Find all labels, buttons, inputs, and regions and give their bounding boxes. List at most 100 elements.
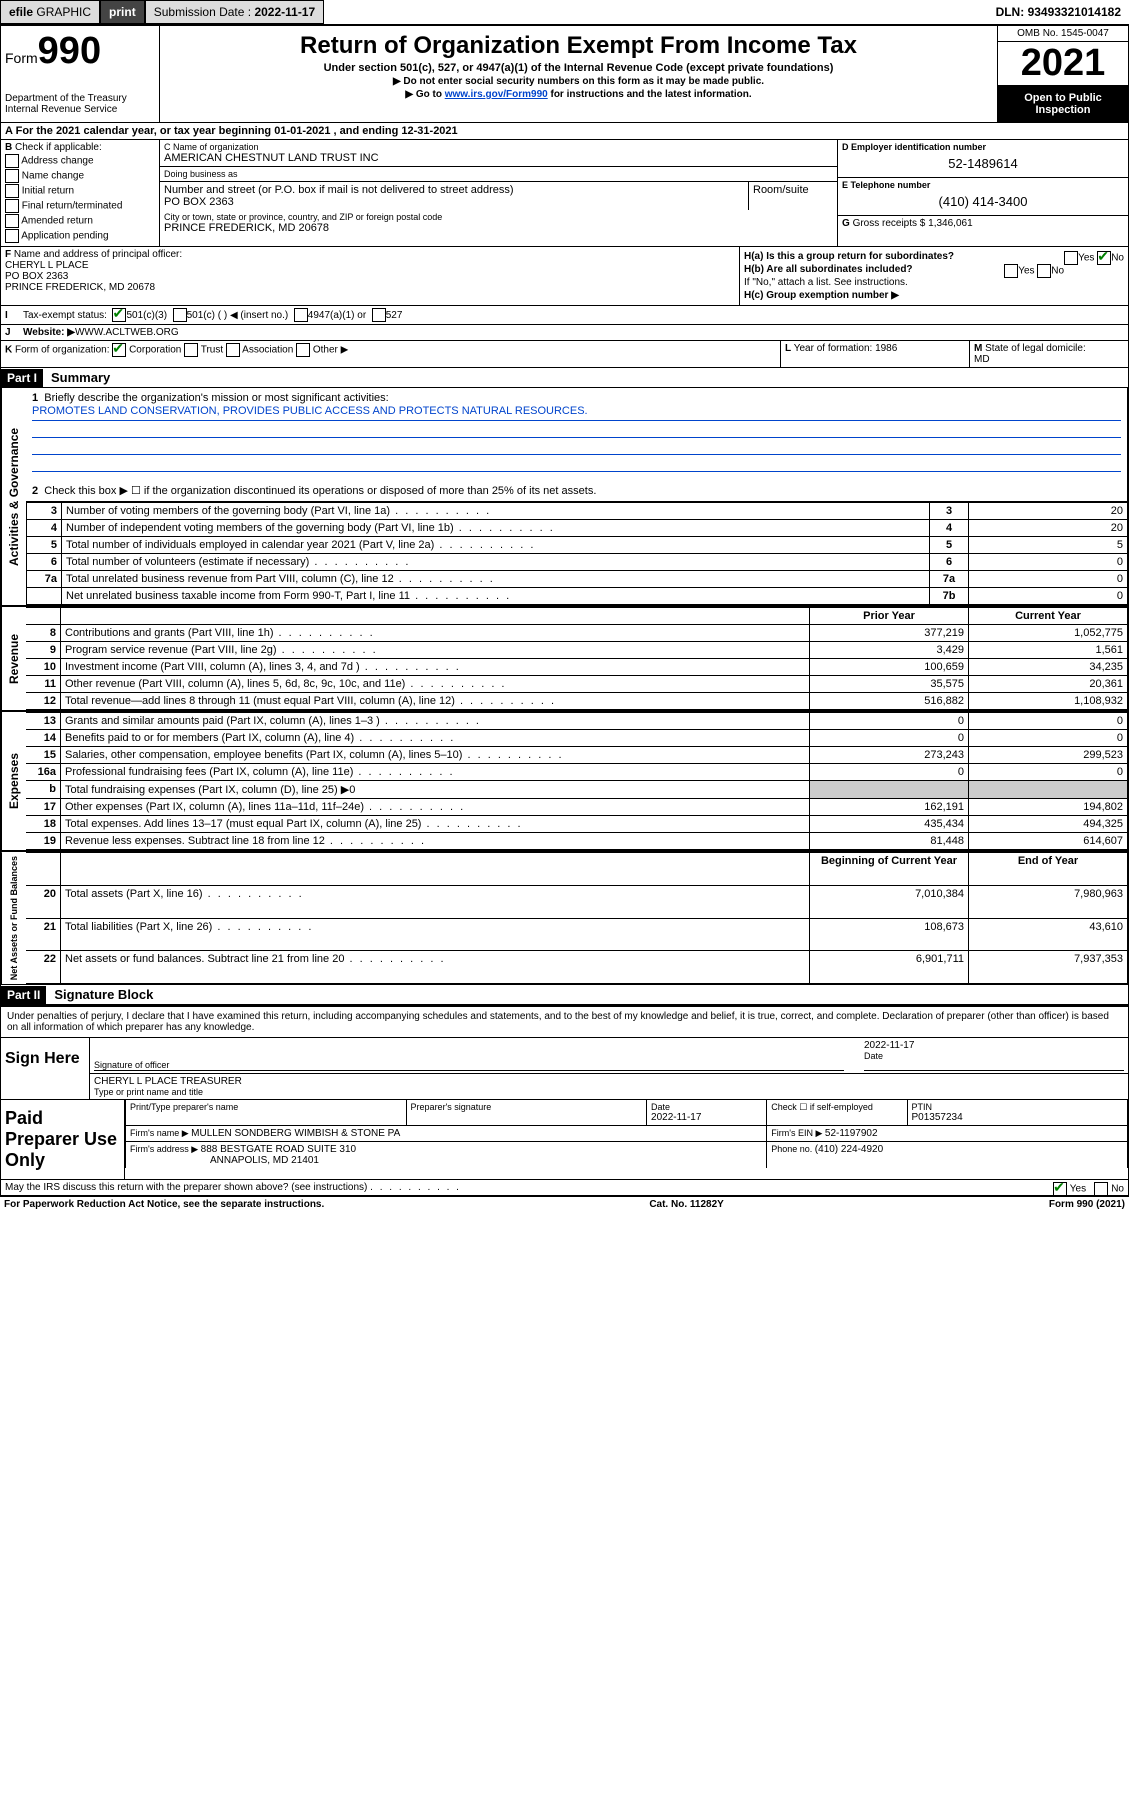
submission-date: Submission Date : 2022-11-17 — [145, 0, 324, 24]
gross-receipts-value: 1,346,061 — [928, 218, 973, 229]
part-ii-title: Signature Block — [46, 985, 161, 1004]
cb-address-change[interactable]: Address change — [5, 154, 155, 168]
footer-right: Form 990 (2021) — [1049, 1199, 1125, 1210]
netassets-section: Net Assets or Fund Balances Beginning of… — [0, 850, 1129, 985]
dba-row: Doing business as — [160, 167, 837, 182]
table-row: 10Investment income (Part VIII, column (… — [26, 659, 1128, 676]
table-row: 13Grants and similar amounts paid (Part … — [26, 713, 1128, 730]
cb-name-change[interactable]: Name change — [5, 169, 155, 183]
sign-date: 2022-11-17 — [864, 1040, 1124, 1051]
cb-app-pending[interactable]: Application pending — [5, 229, 155, 243]
paid-preparer-row: Paid Preparer Use Only Print/Type prepar… — [1, 1099, 1128, 1179]
col-b-checkboxes: B Check if applicable: Address change Na… — [1, 140, 160, 246]
top-bar: efile GRAPHIC print Submission Date : 20… — [0, 0, 1129, 25]
signer-name-field: CHERYL L PLACE TREASURER Type or print n… — [90, 1074, 1128, 1099]
footer-left: For Paperwork Reduction Act Notice, see … — [4, 1199, 324, 1210]
ha-no-checkbox[interactable] — [1097, 251, 1111, 265]
preparer-date: 2022-11-17 — [651, 1112, 762, 1123]
governance-section: Activities & Governance 1 Briefly descri… — [0, 388, 1129, 605]
table-row: 22Net assets or fund balances. Subtract … — [26, 951, 1128, 984]
hb-no-checkbox[interactable] — [1037, 264, 1051, 278]
org-name: AMERICAN CHESTNUT LAND TRUST INC — [164, 152, 833, 164]
row-a-tax-year: A For the 2021 calendar year, or tax yea… — [0, 123, 1129, 140]
dln: DLN: 93493321014182 — [988, 1, 1129, 23]
tax-year: 2021 — [998, 42, 1128, 86]
section-bcdeg: B Check if applicable: Address change Na… — [0, 140, 1129, 247]
cb-4947[interactable] — [294, 308, 308, 322]
table-row: 16aProfessional fundraising fees (Part I… — [26, 764, 1128, 781]
discuss-yes-checkbox[interactable] — [1053, 1182, 1067, 1196]
self-employed-check[interactable]: Check ☐ if self-employed — [771, 1102, 902, 1113]
q2-text: Check this box ▶ ☐ if the organization d… — [44, 485, 596, 497]
cb-trust[interactable] — [184, 343, 198, 357]
col-deg: D Employer identification number 52-1489… — [837, 140, 1128, 246]
vtab-governance: Activities & Governance — [1, 388, 26, 605]
mission-text: PROMOTES LAND CONSERVATION, PROVIDES PUB… — [32, 404, 1121, 421]
hb-yes-checkbox[interactable] — [1004, 264, 1018, 278]
m-state-domicile: M State of legal domicile:MD — [969, 341, 1128, 367]
firm-phone: (410) 224-4920 — [815, 1144, 883, 1155]
h-a: H(a) Is this a group return for subordin… — [744, 251, 1124, 262]
ein-row: D Employer identification number 52-1489… — [838, 140, 1128, 178]
part-ii-header: Part II — [1, 986, 46, 1004]
paid-preparer-label: Paid Preparer Use Only — [1, 1100, 124, 1179]
part-i-title: Summary — [43, 368, 118, 387]
mission-box: 1 Briefly describe the organization's mi… — [26, 388, 1128, 502]
form-header: Form990 Department of the Treasury Inter… — [0, 25, 1129, 123]
gross-receipts-row: G Gross receipts $ 1,346,061 — [838, 216, 1128, 231]
table-row: 19Revenue less expenses. Subtract line 1… — [26, 833, 1128, 850]
vtab-expenses: Expenses — [1, 712, 26, 850]
table-row: 15Salaries, other compensation, employee… — [26, 747, 1128, 764]
street-row: Number and street (or P.O. box if mail i… — [160, 182, 837, 210]
k-form-of-org: K Form of organization: Corporation Trus… — [1, 341, 780, 367]
col-c-org-info: C Name of organization AMERICAN CHESTNUT… — [160, 140, 837, 246]
cb-initial-return[interactable]: Initial return — [5, 184, 155, 198]
cb-corporation[interactable] — [112, 343, 126, 357]
table-header-row: Prior YearCurrent Year — [26, 608, 1128, 625]
cb-other[interactable] — [296, 343, 310, 357]
table-row: 8Contributions and grants (Part VIII, li… — [26, 625, 1128, 642]
netassets-table: Beginning of Current YearEnd of Year20To… — [26, 852, 1128, 984]
note-1: ▶ Do not enter social security numbers o… — [168, 76, 989, 87]
table-row: 20Total assets (Part X, line 16)7,010,38… — [26, 885, 1128, 918]
firm-ein: 52-1197902 — [825, 1128, 878, 1139]
table-row: 6Total number of volunteers (estimate if… — [27, 554, 1128, 571]
expenses-section: Expenses 13Grants and similar amounts pa… — [0, 710, 1129, 850]
governance-table: 3Number of voting members of the governi… — [26, 502, 1128, 605]
ha-yes-checkbox[interactable] — [1064, 251, 1078, 265]
print-button[interactable]: print — [100, 0, 145, 24]
form-subtitle: Under section 501(c), 527, or 4947(a)(1)… — [168, 62, 989, 74]
firm-addr2: ANNAPOLIS, MD 21401 — [210, 1155, 319, 1166]
table-row: 14Benefits paid to or for members (Part … — [26, 730, 1128, 747]
cb-527[interactable] — [372, 308, 386, 322]
table-row: bTotal fundraising expenses (Part IX, co… — [26, 781, 1128, 799]
table-row: 9Program service revenue (Part VIII, lin… — [26, 642, 1128, 659]
cb-association[interactable] — [226, 343, 240, 357]
table-row: 5Total number of individuals employed in… — [27, 537, 1128, 554]
header-center: Return of Organization Exempt From Incom… — [160, 26, 997, 122]
h-c: H(c) Group exemption number ▶ — [744, 290, 1124, 301]
dept-label: Department of the Treasury Internal Reve… — [5, 93, 155, 115]
omb-number: OMB No. 1545-0047 — [998, 26, 1128, 42]
cb-final-return[interactable]: Final return/terminated — [5, 199, 155, 213]
table-row: 7aTotal unrelated business revenue from … — [27, 571, 1128, 588]
table-row: 21Total liabilities (Part X, line 26)108… — [26, 918, 1128, 951]
table-row: Net unrelated business taxable income fr… — [27, 588, 1128, 605]
h-b: H(b) Are all subordinates included? Yes … — [744, 264, 1124, 275]
signer-name: CHERYL L PLACE TREASURER — [94, 1076, 1124, 1087]
cb-501c[interactable] — [173, 308, 187, 322]
revenue-table: Prior YearCurrent Year8Contributions and… — [26, 607, 1128, 710]
discuss-no-checkbox[interactable] — [1094, 1182, 1108, 1196]
efile-label: efile GRAPHIC — [0, 0, 100, 24]
header-right: OMB No. 1545-0047 2021 Open to PublicIns… — [997, 26, 1128, 122]
note-2: ▶ Go to www.irs.gov/Form990 for instruct… — [168, 89, 989, 100]
instructions-link[interactable]: www.irs.gov/Form990 — [445, 89, 548, 100]
city-row: City or town, state or province, country… — [160, 210, 837, 236]
cb-amended[interactable]: Amended return — [5, 214, 155, 228]
revenue-section: Revenue Prior YearCurrent Year8Contribut… — [0, 605, 1129, 710]
paid-preparer-table: Print/Type preparer's name Preparer's si… — [125, 1100, 1128, 1168]
row-klm: K Form of organization: Corporation Trus… — [0, 341, 1129, 368]
col-f-officer: F Name and address of principal officer:… — [1, 247, 739, 305]
cb-501c3[interactable] — [112, 308, 126, 322]
header-left: Form990 Department of the Treasury Inter… — [1, 26, 160, 122]
